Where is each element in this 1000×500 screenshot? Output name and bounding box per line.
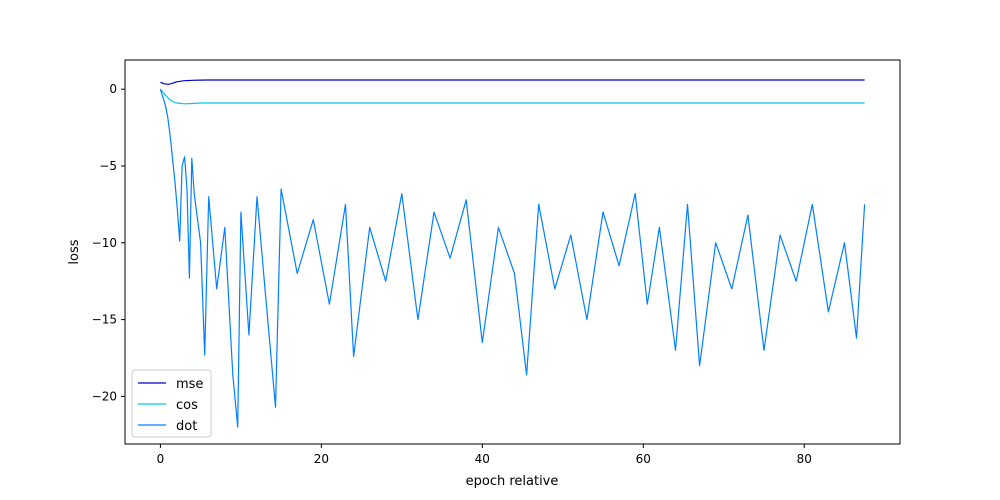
legend: mse cos dot — [131, 369, 212, 438]
x-axis-title: epoch relative — [466, 474, 559, 489]
series-line-cos — [159, 88, 865, 105]
x-tick-label: 0 — [157, 452, 165, 466]
y-tick-label: −10 — [92, 236, 117, 250]
y-tick-label: −5 — [99, 159, 117, 173]
plot-frame — [124, 59, 901, 445]
plot-lines — [159, 79, 866, 428]
x-axis-ticks: 0 20 40 60 80 — [157, 444, 812, 466]
x-tick-label: 60 — [636, 452, 651, 466]
legend-label-dot: dot — [176, 419, 197, 434]
y-axis-ticks: 0 −5 −10 −15 −20 — [92, 82, 125, 403]
y-tick-label: −20 — [92, 389, 117, 403]
x-tick-label: 20 — [314, 452, 329, 466]
x-tick-label: 40 — [475, 452, 490, 466]
legend-box — [131, 369, 212, 438]
legend-label-cos: cos — [176, 398, 198, 413]
legend-label-mse: mse — [176, 377, 203, 392]
y-tick-label: −15 — [92, 313, 117, 327]
y-axis-title: loss — [67, 239, 82, 264]
series-line-dot — [159, 89, 866, 428]
y-tick-label: 0 — [109, 82, 117, 96]
x-tick-label: 80 — [797, 452, 812, 466]
series-line-mse — [160, 79, 865, 85]
